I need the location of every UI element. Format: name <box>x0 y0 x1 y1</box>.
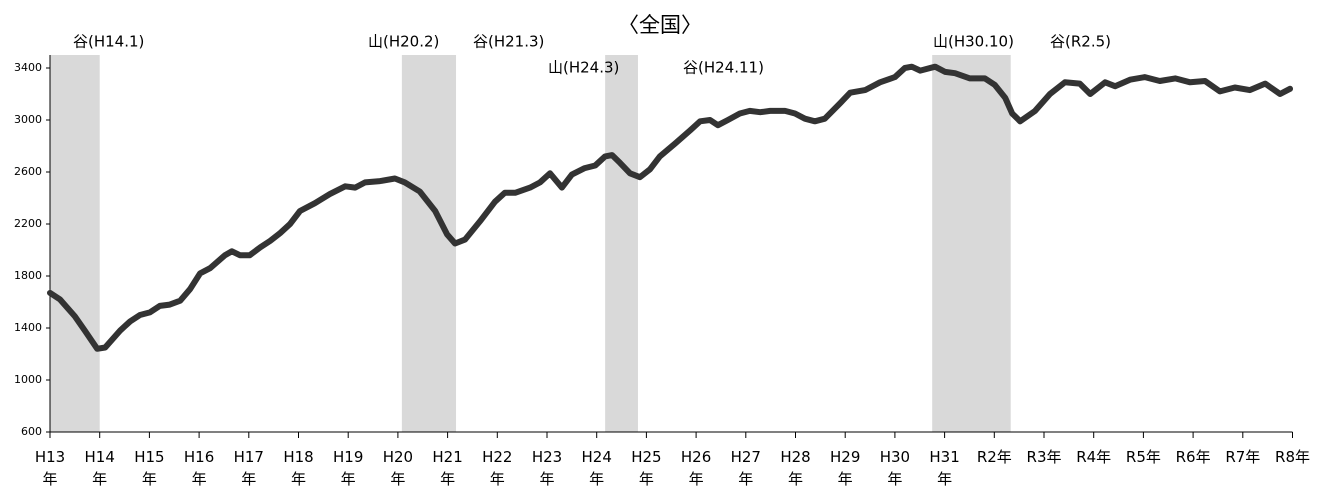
y-tick-label: 600 <box>21 425 42 438</box>
y-tick-label: 3400 <box>14 61 42 74</box>
y-tick-label: 1800 <box>14 269 42 282</box>
x-tick-label: H17年 <box>233 448 264 488</box>
x-tick-label: H30年 <box>879 448 911 488</box>
x-tick-label: H21年 <box>432 448 463 488</box>
x-tick-label: R3年 <box>1026 448 1062 466</box>
x-tick-label: H26年 <box>680 448 712 488</box>
recession-band <box>605 55 638 432</box>
x-tick-label: H27年 <box>730 448 761 488</box>
data-line <box>47 63 1294 352</box>
x-tick-label: H15年 <box>134 448 165 488</box>
recession-band <box>401 55 457 432</box>
x-tick-label: R5年 <box>1125 448 1161 466</box>
annotation: 山(H30.10) <box>933 33 1014 51</box>
x-tick-label: H19年 <box>333 448 364 488</box>
x-tick-label: R7年 <box>1225 448 1261 466</box>
annotation: 山(H20.2) <box>368 33 439 51</box>
x-tick-label: H16年 <box>183 448 215 488</box>
x-tick-label: H28年 <box>780 448 811 488</box>
x-tick-label: H18年 <box>283 448 314 488</box>
y-tick-label: 3000 <box>14 113 42 126</box>
x-tick-label: R2年 <box>976 448 1012 466</box>
x-tick-label: R6年 <box>1175 448 1211 466</box>
x-tick-label: H31年 <box>929 448 960 488</box>
recession-band <box>50 55 100 432</box>
x-tick-label: H13年 <box>34 448 66 488</box>
x-tick-label: R4年 <box>1076 448 1112 466</box>
annotation: 谷(H24.11) <box>683 59 764 77</box>
x-tick-label: R8年 <box>1275 448 1310 466</box>
annotation: 谷(H21.3) <box>473 33 544 51</box>
recession-band <box>932 55 1011 432</box>
x-tick-label: H24年 <box>581 448 612 488</box>
y-tick-label: 2600 <box>14 165 42 178</box>
y-tick-label: 2200 <box>14 217 42 230</box>
chart-title: 〈全国〉 <box>618 13 702 37</box>
y-tick-label: 1400 <box>14 321 42 334</box>
x-tick-label: H20年 <box>382 448 414 488</box>
x-tick-label: H14年 <box>84 448 115 488</box>
x-tick-label: H29年 <box>830 448 861 488</box>
x-tick-label: H22年 <box>482 448 513 488</box>
x-tick-label: H23年 <box>531 448 563 488</box>
annotation: 谷(R2.5) <box>1050 33 1111 51</box>
annotation: 谷(H14.1) <box>73 33 144 51</box>
annotation: 山(H24.3) <box>548 59 619 77</box>
y-tick-label: 1000 <box>14 373 42 386</box>
x-tick-label: H25年 <box>631 448 662 488</box>
